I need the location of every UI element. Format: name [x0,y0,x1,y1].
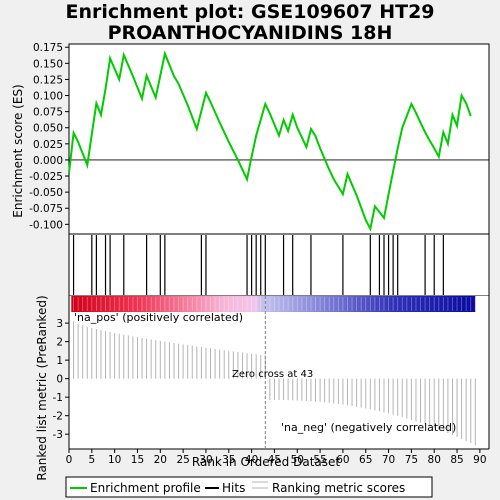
metric-ytick-label: 0 [56,374,63,386]
es-ytick-label: 0.150 [33,58,63,70]
es-ytick-label: 0.075 [33,107,63,119]
xtick-label: 55 [313,454,326,466]
es-panel [68,43,490,235]
xtick-label: 5 [88,454,95,466]
metric-ytick-label: 2 [56,337,63,349]
es-ytick-label: 0.025 [33,139,63,151]
xtick-label: 80 [428,454,441,466]
xtick-label: 35 [222,454,235,466]
es-ytick-label: 0.000 [33,155,63,167]
xtick-label: 30 [199,454,212,466]
legend-metric-label: Ranking metric scores [272,481,405,495]
metric-y-axis-label: Ranked list metric (PreRanked) [35,295,49,480]
chart-title-line-1: Enrichment plot: GSE109607 HT29 [65,1,435,23]
es-y-axis: 0.175 0.150 0.125 0.100 0.075 0.050 0.025 0.000… [29,42,69,231]
enrichment-profile-line [68,50,472,232]
legend-es-label: Enrichment profile [90,481,201,495]
rank-bar-stripes [73,297,476,311]
hit-marks [72,235,444,295]
xtick-label: 10 [108,454,121,466]
xtick-label: 0 [66,454,73,466]
xtick-label: 90 [473,454,486,466]
es-y-axis-label: Enrichment score (ES) [11,84,25,217]
es-ytick-label: 0.050 [33,123,63,135]
metric-ytick-label: -3 [53,429,63,441]
xtick-label: 60 [336,454,349,466]
es-ytick-label: -0.025 [29,171,63,183]
zero-cross-label: Zero cross at 43 [232,369,313,380]
rank-x-axis: 0 5 10 15 20 25 30 35 40 45 50 55 60 65 70 75 80 85 90 [66,449,487,466]
xtick-label: 75 [405,454,418,466]
neg-label: 'na_neg' (negatively correlated) [281,421,456,434]
pos-label: 'na_pos' (positively correlated) [74,311,243,324]
legend: Enrichment profile Hits Ranking metric s… [65,476,433,498]
metric-ytick-label: -1 [53,392,63,404]
metric-ytick-label: 3 [56,318,63,330]
hits-panel [68,233,490,297]
xtick-label: 65 [359,454,372,466]
xtick-label: 40 [245,454,258,466]
metric-ytick-label: 1 [56,355,63,367]
metric-ytick-label: -2 [53,411,63,423]
xtick-label: 25 [176,454,189,466]
es-ytick-label: -0.100 [29,219,63,231]
metric-y-axis: 3 2 1 0 -1 -2 -3 [53,318,69,441]
es-ytick-label: -0.050 [29,187,63,199]
es-ytick-label: 0.100 [33,91,63,103]
xtick-label: 20 [154,454,167,466]
chart-title-line-2: PROANTHOCYANIDINS 18H [107,22,393,44]
es-ytick-label: 0.125 [33,74,63,86]
es-ytick-label: 0.175 [33,42,63,54]
legend-hits-label: Hits [222,481,245,495]
xtick-label: 70 [382,454,395,466]
es-ytick-label: -0.075 [29,203,63,215]
rank-gradient-bar [71,296,476,312]
xtick-label: 85 [450,454,463,466]
xtick-label: 15 [131,454,144,466]
xtick-label: 50 [291,454,304,466]
x-axis-label: Rank in Ordered Dataset [192,455,340,469]
xtick-label: 45 [268,454,281,466]
ranking-metric-bars [73,321,476,446]
chart-title: Enrichment plot: GSE109607 HT29 PROANTHO… [0,2,500,44]
